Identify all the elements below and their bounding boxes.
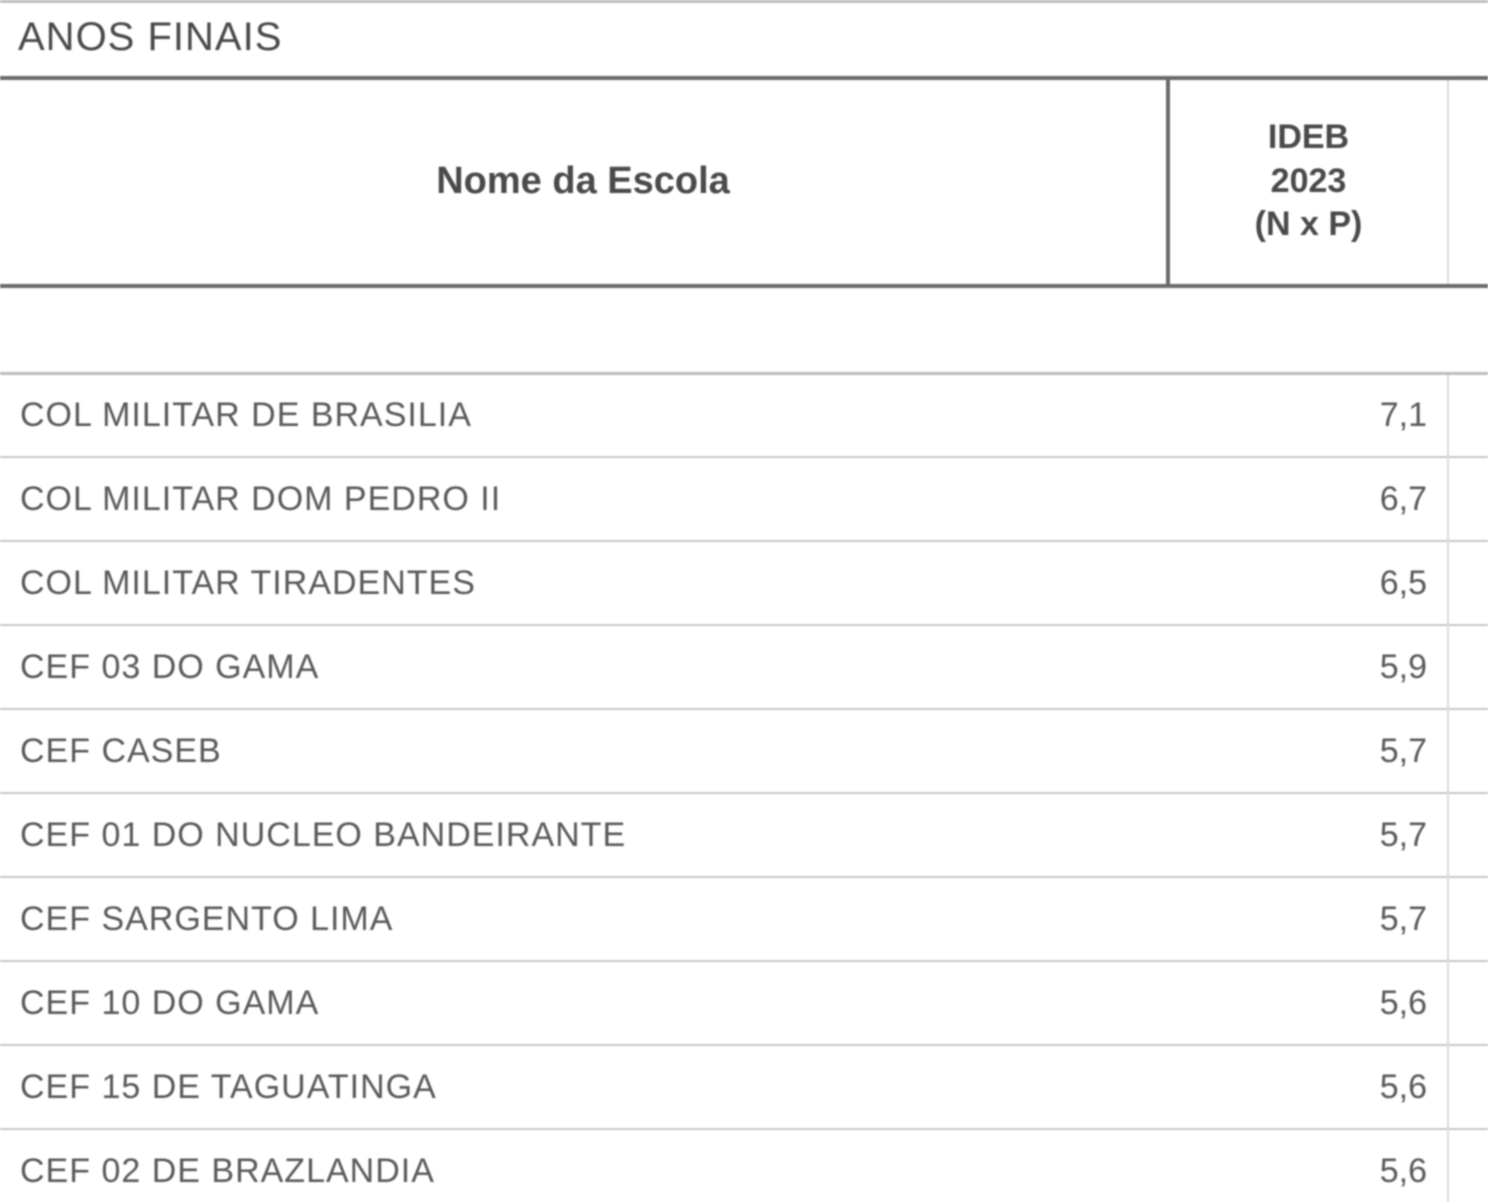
ideb-value-cell: 5,9 [1168, 625, 1448, 709]
table-row: CEF 10 DO GAMA5,6 [0, 961, 1488, 1045]
ideb-value-cell: 5,7 [1168, 709, 1448, 793]
ideb-value-cell: 5,7 [1168, 877, 1448, 961]
row-tail-cell [1448, 709, 1488, 793]
ideb-value-cell: 5,6 [1168, 1045, 1448, 1129]
ideb-header-line1: IDEB [1268, 118, 1349, 156]
section-title: ANOS FINAIS [0, 2, 1168, 78]
school-name-cell: COL MILITAR DOM PEDRO II [0, 457, 1168, 541]
table-row: CEF 02 DE BRAZLANDIA5,6 [0, 1129, 1488, 1202]
row-tail-cell [1448, 1045, 1488, 1129]
table-row: CEF 03 DO GAMA5,9 [0, 625, 1488, 709]
ideb-header-line3: (N x P) [1255, 205, 1363, 243]
table-row: CEF SARGENTO LIMA5,7 [0, 877, 1488, 961]
table-row: CEF 01 DO NUCLEO BANDEIRANTE5,7 [0, 793, 1488, 877]
row-tail-cell [1448, 373, 1488, 457]
header-data-gap [0, 288, 1488, 372]
table-row: COL MILITAR DE BRASILIA7,1 [0, 373, 1488, 457]
ideb-data-table: COL MILITAR DE BRASILIA7,1COL MILITAR DO… [0, 372, 1488, 1202]
school-name-cell: CEF 15 DE TAGUATINGA [0, 1045, 1168, 1129]
title-spacer-2 [1448, 2, 1488, 78]
table-row: CEF 15 DE TAGUATINGA5,6 [0, 1045, 1488, 1129]
school-name-cell: COL MILITAR TIRADENTES [0, 541, 1168, 625]
school-name-cell: CEF CASEB [0, 709, 1168, 793]
school-name-cell: COL MILITAR DE BRASILIA [0, 373, 1168, 457]
ideb-header-line2: 2023 [1271, 162, 1347, 200]
school-name-cell: CEF 03 DO GAMA [0, 625, 1168, 709]
row-tail-cell [1448, 877, 1488, 961]
row-tail-cell [1448, 541, 1488, 625]
table-row: COL MILITAR TIRADENTES6,5 [0, 541, 1488, 625]
table-row: CEF CASEB5,7 [0, 709, 1488, 793]
table-row: COL MILITAR DOM PEDRO II6,7 [0, 457, 1488, 541]
column-header-row: Nome da Escola IDEB 2023 (N x P) [0, 78, 1488, 286]
ideb-value-cell: 6,7 [1168, 457, 1448, 541]
school-name-cell: CEF 01 DO NUCLEO BANDEIRANTE [0, 793, 1168, 877]
title-spacer-1 [1168, 2, 1448, 78]
row-tail-cell [1448, 793, 1488, 877]
ideb-value-cell: 7,1 [1168, 373, 1448, 457]
ideb-value-cell: 5,6 [1168, 1129, 1448, 1202]
ideb-value-cell: 5,7 [1168, 793, 1448, 877]
column-header-ideb: IDEB 2023 (N x P) [1168, 78, 1448, 286]
row-tail-cell [1448, 1129, 1488, 1202]
school-name-cell: CEF SARGENTO LIMA [0, 877, 1168, 961]
ideb-value-cell: 5,6 [1168, 961, 1448, 1045]
section-title-row: ANOS FINAIS [0, 2, 1488, 78]
row-tail-cell [1448, 457, 1488, 541]
row-tail-cell [1448, 961, 1488, 1045]
column-header-name: Nome da Escola [0, 78, 1168, 286]
school-name-cell: CEF 10 DO GAMA [0, 961, 1168, 1045]
ideb-value-cell: 6,5 [1168, 541, 1448, 625]
row-tail-cell [1448, 625, 1488, 709]
school-name-cell: CEF 02 DE BRAZLANDIA [0, 1129, 1168, 1202]
column-header-tail [1448, 78, 1488, 286]
ideb-header-table: ANOS FINAIS Nome da Escola IDEB 2023 (N … [0, 0, 1488, 288]
